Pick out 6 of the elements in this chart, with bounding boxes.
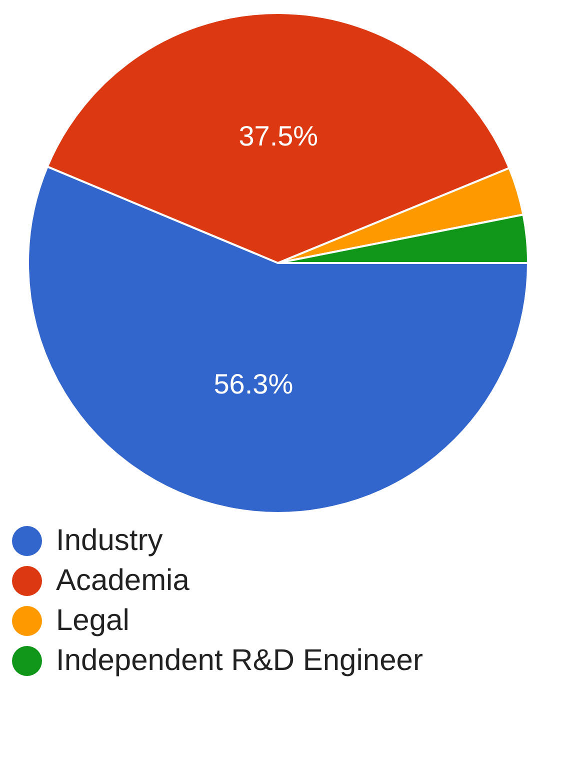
legend-label: Legal xyxy=(56,604,130,638)
legend-label: Industry xyxy=(56,524,163,558)
legend-label: Academia xyxy=(56,564,190,598)
legend-label: Independent R&D Engineer xyxy=(56,644,423,678)
data-label: 56.3% xyxy=(214,368,294,400)
data-label: 37.5% xyxy=(238,120,318,152)
